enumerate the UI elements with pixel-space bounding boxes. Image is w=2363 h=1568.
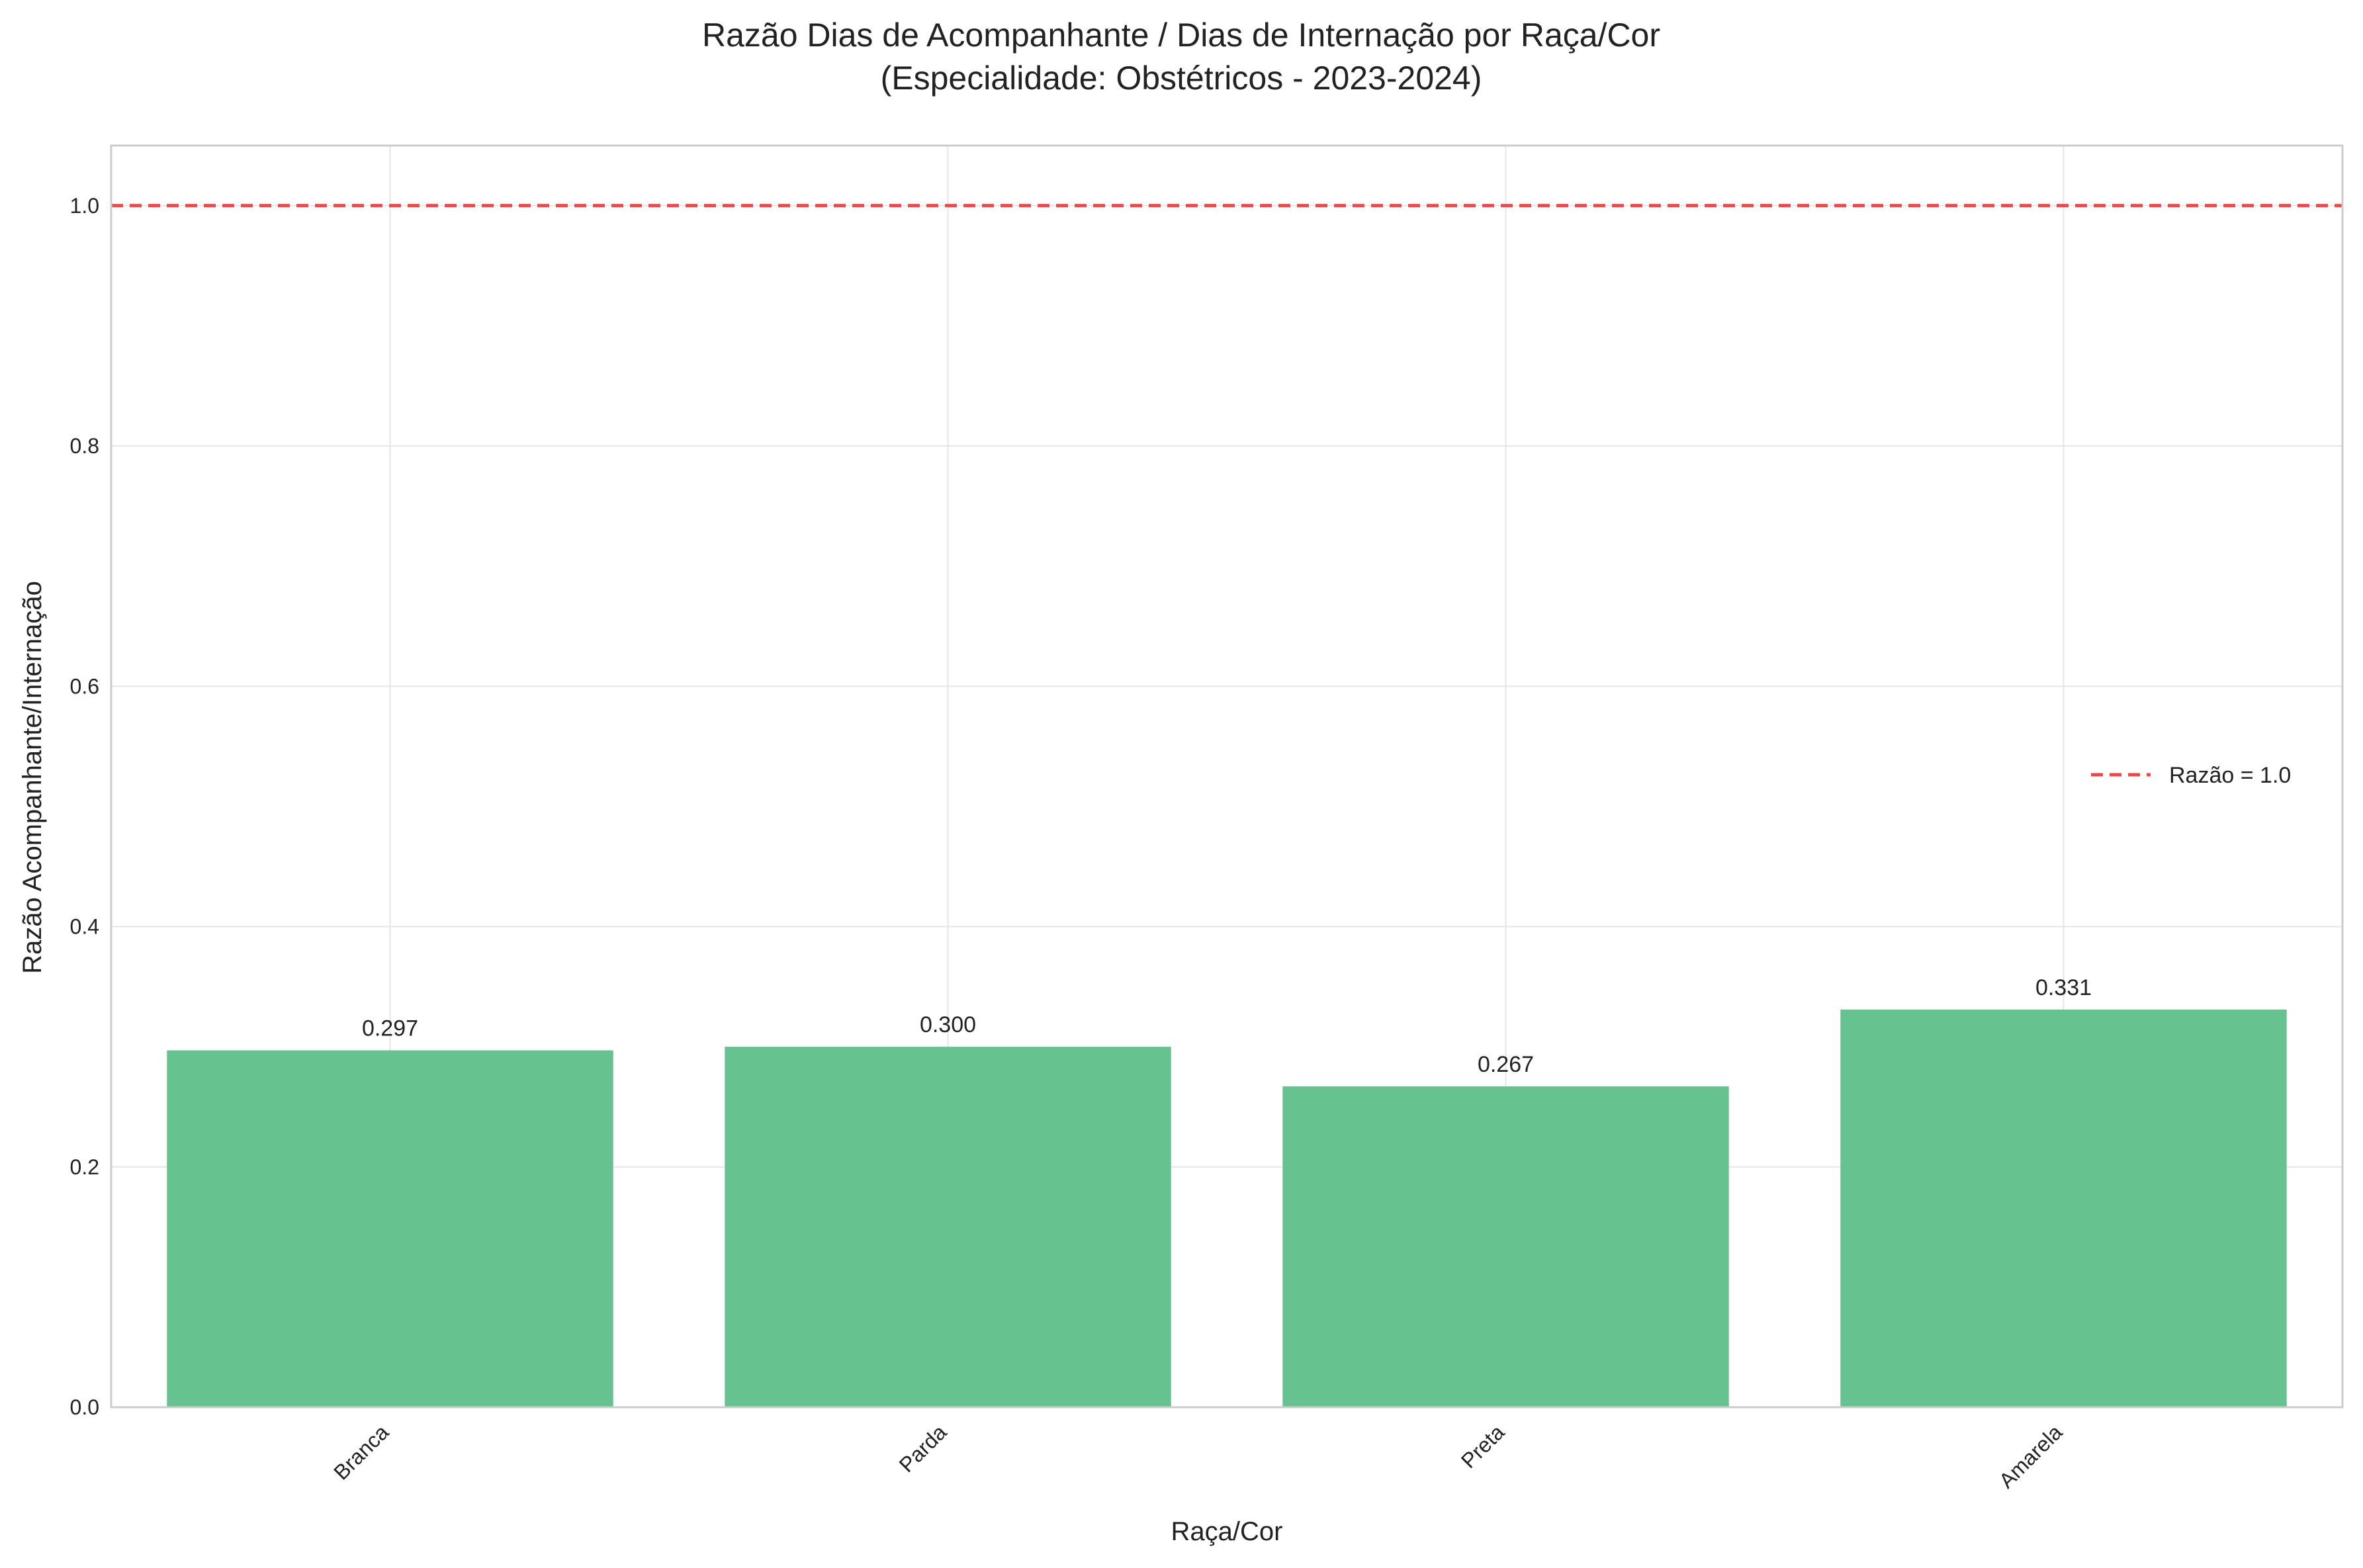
- chart-title: Razão Dias de Acompanhante / Dias de Int…: [702, 17, 1660, 54]
- y-axis-label: Razão Acompanhante/Internação: [18, 581, 47, 974]
- bar: [725, 1047, 1171, 1407]
- legend: Razão = 1.0: [2091, 763, 2291, 788]
- bar-value-label: 0.297: [362, 1016, 418, 1041]
- chart-subtitle: (Especialidade: Obstétricos - 2023-2024): [881, 60, 1482, 97]
- y-tick-label: 0.6: [70, 674, 99, 698]
- y-tick-label: 1.0: [70, 194, 99, 218]
- y-tick-label: 0.2: [70, 1155, 99, 1179]
- data-labels: 0.297 0.300 0.267 0.331: [362, 975, 2092, 1077]
- bar: [167, 1050, 613, 1407]
- y-tick-label: 0.4: [70, 915, 99, 939]
- x-tick-label: Parda: [895, 1420, 952, 1477]
- legend-label: Razão = 1.0: [2169, 763, 2291, 788]
- bar-value-label: 0.331: [2035, 975, 2092, 1000]
- plot-frame: [110, 144, 2344, 1409]
- x-tick-label: Preta: [1456, 1420, 1509, 1473]
- y-tick-label: 0.8: [70, 434, 99, 458]
- y-tick-label: 0.0: [70, 1395, 99, 1419]
- x-tick-label: Amarela: [1994, 1420, 2067, 1493]
- bar: [1840, 1009, 2287, 1407]
- x-axis-label: Raça/Cor: [1171, 1517, 1283, 1546]
- bar-value-label: 0.267: [1478, 1052, 1534, 1077]
- x-tick-label: Branca: [329, 1420, 393, 1484]
- bar-value-label: 0.300: [920, 1012, 976, 1037]
- bar: [1282, 1086, 1729, 1407]
- bars: [167, 1009, 2287, 1407]
